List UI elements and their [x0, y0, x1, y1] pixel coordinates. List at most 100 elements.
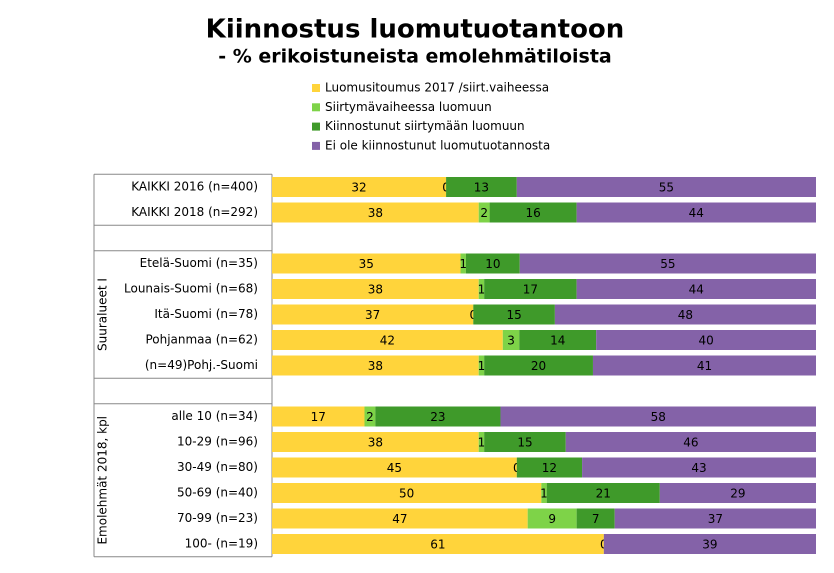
bar-segment: [272, 406, 365, 427]
data-label: 2: [480, 206, 488, 220]
bar-segment: [565, 432, 816, 452]
bar-segment: [272, 304, 474, 325]
data-label: 37: [708, 512, 723, 526]
legend-label: Luomusitoumus 2017 /siirt.vaiheessa: [325, 81, 549, 95]
bar-segment: [576, 279, 816, 299]
y-tick-label: Lounais-Suomi (n=68): [124, 282, 258, 296]
chart-subtitle: - % erikoistuneista emolehmätiloista: [218, 46, 611, 68]
y-tick-label: 100- (n=19): [185, 537, 258, 551]
bar-segment: [541, 483, 547, 503]
bar-segment: [478, 279, 485, 299]
group-label: Emolehmät 2018, kpl: [96, 416, 110, 545]
group-label: Suuralueet I: [96, 278, 110, 351]
data-label: 42: [380, 334, 395, 348]
legend-swatch: [312, 141, 320, 150]
bar-segment: [364, 406, 376, 427]
bar-segment: [614, 508, 816, 529]
data-label: 38: [368, 359, 383, 373]
data-label: 38: [368, 283, 383, 297]
bar-segment: [489, 202, 577, 223]
data-label: 15: [506, 308, 521, 322]
bar-segment: [446, 177, 517, 197]
bar-segment: [272, 330, 503, 350]
bar-segment: [582, 457, 816, 478]
bar-segment: [375, 406, 501, 427]
data-label: 58: [651, 410, 666, 424]
legend-label: Siirtymävaiheessa luomuun: [325, 100, 492, 114]
bar-segment: [516, 457, 583, 478]
bar-segment: [659, 483, 816, 503]
bar-segment: [478, 432, 485, 452]
data-label: 23: [430, 410, 445, 424]
bar-segment: [460, 253, 466, 274]
data-label: 29: [730, 487, 745, 501]
data-label: 37: [365, 308, 380, 322]
legend-label: Kiinnostunut siirtymään luomuun: [325, 119, 525, 133]
data-label: 1: [540, 487, 548, 501]
bar-segment: [546, 483, 660, 503]
data-label: 2: [366, 410, 374, 424]
bar-segment: [272, 483, 542, 503]
bar-segment: [519, 330, 597, 350]
data-label: 7: [592, 512, 600, 526]
bar-segment: [272, 253, 461, 274]
y-tick-label: 70-99 (n=23): [177, 511, 258, 525]
data-label: 1: [459, 257, 467, 271]
data-label: 16: [525, 206, 540, 220]
data-label: 1: [478, 359, 486, 373]
y-tick-label: 50-69 (n=40): [177, 486, 258, 500]
legend-swatch: [312, 103, 320, 112]
data-label: 50: [399, 487, 414, 501]
data-label: 1: [478, 283, 486, 297]
data-label: 1: [478, 436, 486, 450]
bar-segment: [272, 202, 479, 223]
data-label: 15: [517, 436, 532, 450]
bar-segment: [603, 534, 816, 554]
data-label: 14: [550, 334, 565, 348]
y-tick-label: 30-49 (n=80): [177, 460, 258, 474]
data-label: 55: [659, 181, 674, 195]
bar-segment: [272, 432, 479, 452]
legend-swatch: [312, 122, 320, 131]
data-label: 39: [702, 538, 717, 552]
data-label: 61: [430, 538, 445, 552]
data-label: 38: [368, 436, 383, 450]
data-label: 32: [351, 181, 366, 195]
data-label: 3: [507, 334, 515, 348]
bar-segment: [502, 330, 520, 350]
bar-segment: [272, 457, 517, 478]
data-label: 45: [387, 461, 402, 475]
data-label: 12: [542, 461, 557, 475]
bar-segment: [500, 406, 816, 427]
data-label: 20: [531, 359, 546, 373]
bar-segment: [484, 355, 593, 376]
data-label: 55: [660, 257, 675, 271]
data-label: 44: [689, 283, 704, 297]
bar-segment: [478, 202, 490, 223]
data-label: 17: [311, 410, 326, 424]
bar-segment: [527, 508, 577, 529]
y-tick-label: alle 10 (n=34): [171, 409, 258, 423]
data-label: 44: [689, 206, 704, 220]
data-label: 47: [392, 512, 407, 526]
data-label: 35: [359, 257, 374, 271]
bar-segment: [272, 534, 604, 554]
bar-segment: [272, 355, 479, 376]
data-label: 43: [691, 461, 706, 475]
y-tick-label: KAIKKI 2016 (n=400): [131, 180, 258, 194]
data-label: 17: [523, 283, 538, 297]
y-tick-label: Itä-Suomi (n=78): [154, 307, 258, 321]
data-label: 9: [548, 512, 556, 526]
y-tick-label: Etelä-Suomi (n=35): [140, 256, 258, 270]
y-tick-label: KAIKKI 2018 (n=292): [131, 205, 258, 219]
bar-segment: [473, 304, 555, 325]
bar-segment: [478, 355, 485, 376]
bar-segment: [484, 279, 577, 299]
chart-title: Kiinnostus luomutuotantoon: [206, 15, 625, 45]
y-tick-label: (n=49)Pohj.-Suomi: [145, 358, 258, 372]
bar-segment: [576, 508, 615, 529]
data-label: 46: [683, 436, 698, 450]
y-tick-label: 10-29 (n=96): [177, 435, 258, 449]
data-label: 40: [698, 334, 713, 348]
